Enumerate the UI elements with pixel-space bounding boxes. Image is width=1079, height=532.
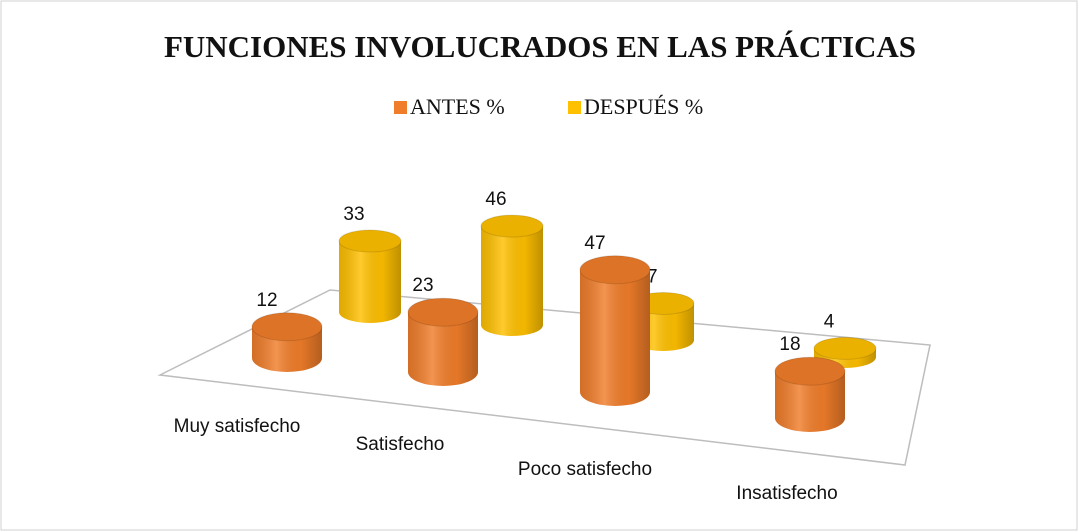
data-label: 33 <box>343 204 364 225</box>
legend-label: DESPUÉS % <box>584 94 703 119</box>
x-tick-label: Satisfecho <box>356 434 445 455</box>
x-tick-label: Poco satisfecho <box>518 459 652 480</box>
bar-top-shade <box>814 337 876 360</box>
data-label: 23 <box>412 275 433 296</box>
bar-top <box>774 356 846 386</box>
bar-top <box>813 336 877 360</box>
x-tick-label: Muy satisfecho <box>174 416 301 437</box>
bar-top <box>407 297 479 327</box>
bar-top-shade <box>252 312 322 341</box>
data-label: 46 <box>485 189 506 210</box>
bar-shade <box>481 226 543 336</box>
bar-top-shade <box>580 255 650 284</box>
data-label: 4 <box>824 311 835 332</box>
legend-swatch <box>568 101 581 114</box>
bar-shade <box>408 312 478 386</box>
legend-swatch <box>394 101 407 114</box>
data-label: 12 <box>256 290 277 311</box>
legend: ANTES % DESPUÉS % <box>394 94 703 119</box>
bar-shade <box>775 371 845 432</box>
bar-shade <box>339 241 401 323</box>
bar-top <box>579 255 651 285</box>
legend-label: ANTES % <box>410 94 505 119</box>
x-tick-label: Insatisfecho <box>736 483 837 504</box>
data-label: 18 <box>779 334 800 355</box>
bar-top-shade <box>775 357 845 386</box>
data-label: 47 <box>584 233 605 254</box>
bar-top <box>251 312 323 342</box>
bar-top <box>480 214 544 238</box>
chart-title: FUNCIONES INVOLUCRADOS EN LAS PRÁCTICAS <box>164 29 916 64</box>
bar-top <box>338 229 402 253</box>
bar-shade <box>580 269 650 406</box>
bar-top-shade <box>481 215 543 238</box>
bar-top-shade <box>408 298 478 327</box>
bar-top-shade <box>339 230 401 253</box>
